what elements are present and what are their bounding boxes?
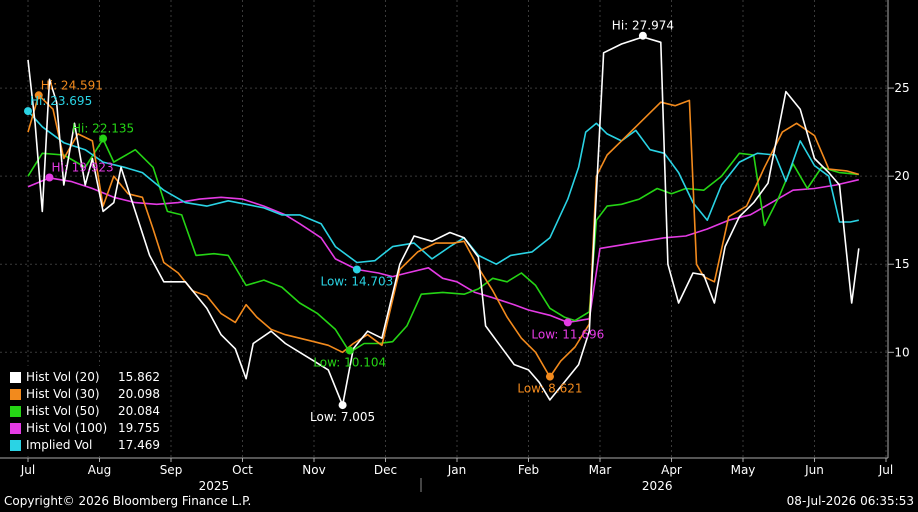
legend-item: Hist Vol (30) 20.098: [10, 386, 160, 403]
series-line: [27, 177, 859, 324]
annotation-marker: [563, 318, 572, 327]
y-tick-label: 25: [894, 81, 909, 95]
y-tick-label: 10: [894, 345, 909, 359]
annotation-marker: [99, 134, 108, 143]
x-tick-label: Feb: [518, 463, 539, 477]
legend-label: Implied Vol: [26, 438, 93, 452]
x-tick-label: Jul: [20, 463, 35, 477]
y-tick-label: 20: [894, 169, 909, 183]
annotation-marker: [45, 173, 54, 182]
legend-swatch: [10, 406, 21, 417]
x-tick-label: Jul: [878, 463, 893, 477]
annotation-marker: [34, 91, 43, 100]
series-line: [27, 138, 859, 354]
annotation-label: Hi: 23.695: [30, 94, 92, 108]
legend-swatch: [10, 440, 21, 451]
annotation-marker: [352, 265, 361, 274]
legend-label: Hist Vol (100): [26, 421, 108, 435]
annotation-marker: [345, 346, 354, 355]
y-tick-label: 15: [894, 257, 909, 271]
legend-label: Hist Vol (20): [26, 370, 100, 384]
legend-swatch: [10, 372, 21, 383]
legend-label: Hist Vol (30): [26, 387, 100, 401]
x-tick-label: Dec: [374, 463, 397, 477]
series-line: [27, 110, 859, 265]
annotation-marker: [545, 372, 554, 381]
year-label: 2026: [642, 479, 673, 493]
year-label: 2025: [199, 479, 230, 493]
annotation-label: Low: 7.005: [310, 410, 375, 424]
legend-swatch: [10, 423, 21, 434]
legend-value: 19.755: [118, 421, 160, 435]
annotation-marker: [638, 31, 647, 40]
x-tick-label: Nov: [302, 463, 325, 477]
legend-value: 17.469: [118, 438, 160, 452]
x-tick-label: Sep: [160, 463, 183, 477]
x-tick-label: Oct: [232, 463, 253, 477]
legend-item: Implied Vol 17.469: [10, 437, 160, 454]
annotation-label: Hi: 22.135: [72, 122, 134, 136]
x-tick-label: Jun: [804, 463, 824, 477]
legend-item: Hist Vol (50) 20.084: [10, 403, 160, 420]
legend-label: Hist Vol (50): [26, 404, 100, 418]
legend-item: Hist Vol (100) 19.755: [10, 420, 160, 437]
legend-item: Hist Vol (20) 15.862: [10, 369, 160, 386]
annotation-label: Low: 11.696: [531, 327, 604, 341]
annotation-label: Hi: 27.974: [612, 19, 674, 33]
annotation-marker: [338, 401, 347, 410]
annotation-label: Low: 10.104: [313, 355, 386, 369]
chart-legend: Hist Vol (20) 15.862 Hist Vol (30) 20.09…: [6, 366, 164, 456]
legend-value: 15.862: [118, 370, 160, 384]
copyright-text: Copyright© 2026 Bloomberg Finance L.P.: [4, 494, 252, 508]
x-tick-label: Aug: [88, 463, 111, 477]
timestamp-text: 08-Jul-2026 06:35:53: [786, 494, 914, 508]
annotation-label: Low: 8.621: [517, 382, 582, 396]
series-line: [27, 36, 860, 406]
x-tick-label: Jan: [447, 463, 467, 477]
legend-swatch: [10, 389, 21, 400]
annotation-label: Hi: 19.923: [51, 161, 113, 175]
annotation-label: Low: 14.703: [320, 274, 393, 288]
x-tick-label: May: [731, 463, 756, 477]
annotation-label: Hi: 24.591: [41, 78, 103, 92]
x-tick-label: Apr: [661, 463, 682, 477]
legend-value: 20.098: [118, 387, 160, 401]
legend-value: 20.084: [118, 404, 160, 418]
annotation-marker: [24, 107, 32, 116]
x-tick-label: Mar: [589, 463, 612, 477]
